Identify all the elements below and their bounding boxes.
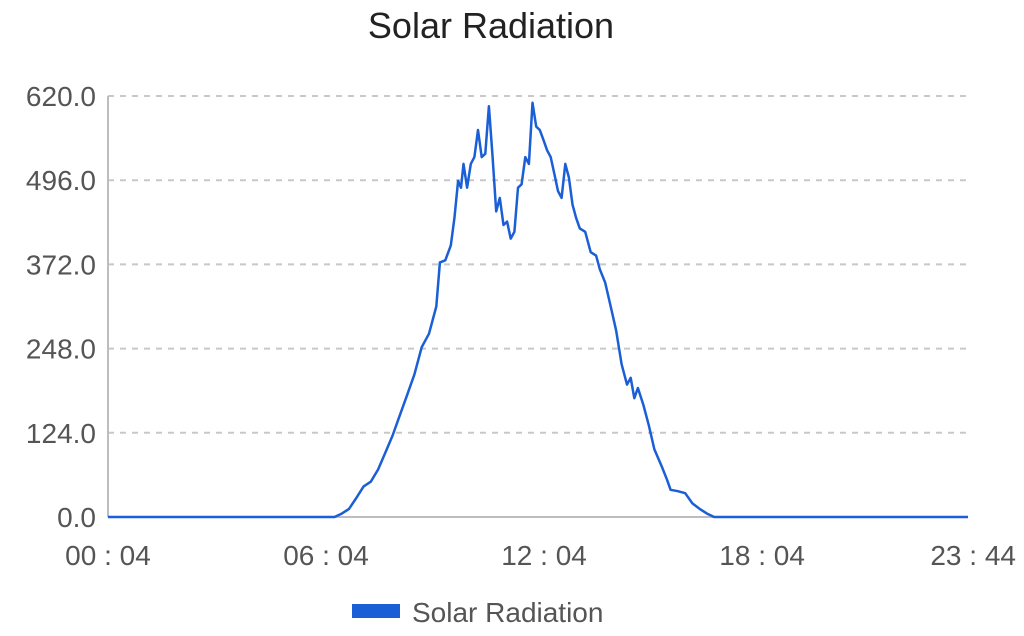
y-tick-label: 620.0 bbox=[26, 81, 96, 112]
series-line-solar-radiation bbox=[108, 101, 968, 519]
y-axis-ticks: 0.0 124.0 248.0 372.0 496.0 620.0 bbox=[26, 81, 96, 533]
y-tick-label: 496.0 bbox=[26, 165, 96, 196]
x-tick-label: 00 : 04 bbox=[65, 540, 151, 571]
x-tick-label: 06 : 04 bbox=[283, 540, 369, 571]
x-axis-ticks: 00 : 04 06 : 04 12 : 04 18 : 04 23 : 44 bbox=[65, 540, 1016, 571]
legend: Solar Radiation bbox=[352, 597, 603, 628]
chart-title: Solar Radiation bbox=[368, 5, 614, 46]
y-tick-label: 124.0 bbox=[26, 418, 96, 449]
x-tick-label: 12 : 04 bbox=[501, 540, 587, 571]
x-tick-label: 18 : 04 bbox=[719, 540, 805, 571]
legend-label: Solar Radiation bbox=[412, 597, 603, 628]
y-tick-label: 248.0 bbox=[26, 334, 96, 365]
legend-swatch bbox=[352, 604, 400, 618]
grid-lines bbox=[108, 95, 968, 434]
y-tick-label: 372.0 bbox=[26, 249, 96, 280]
y-tick-label: 0.0 bbox=[57, 502, 96, 533]
series-layer bbox=[108, 101, 968, 519]
x-tick-label: 23 : 44 bbox=[930, 540, 1016, 571]
